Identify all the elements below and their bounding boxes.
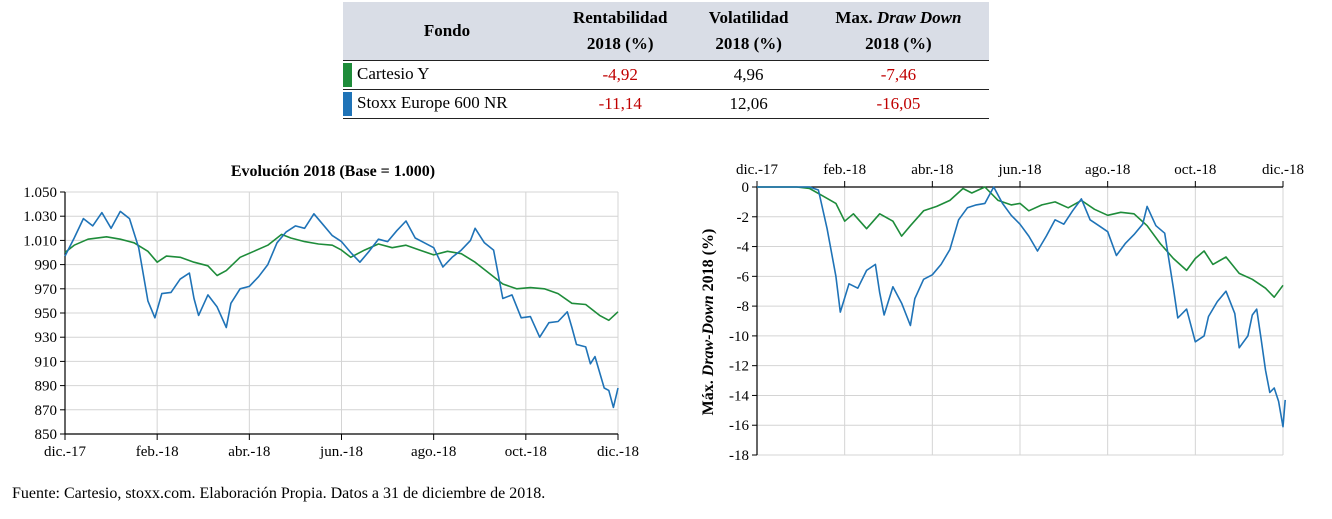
header-drawdown-line1: Max. Draw Down bbox=[812, 5, 985, 31]
header-volatility: Volatilidad 2018 (%) bbox=[689, 2, 808, 61]
header-drawdown-prefix: Max. bbox=[835, 8, 877, 27]
fund-cell: Stoxx Europe 600 NR bbox=[343, 89, 551, 119]
fund-cell: Cartesio Y bbox=[343, 60, 551, 90]
evolution-chart: 850 870 890 910 930 950 970 990 1.010 1.030 1.050 d… bbox=[23, 163, 639, 460]
x-tick-label: dic.-18 bbox=[1262, 162, 1304, 178]
header-drawdown: Max. Draw Down 2018 (%) bbox=[807, 2, 989, 61]
header-return-line1: Rentabilidad bbox=[572, 8, 668, 27]
table-header-row: Fondo Rentabilidad 2018 (%) Volatilidad … bbox=[343, 2, 989, 61]
x-tick-label: dic.-17 bbox=[736, 162, 779, 178]
x-tick-label: feb.-18 bbox=[136, 444, 179, 460]
fund-name: Cartesio Y bbox=[357, 63, 430, 83]
y-axis-label-italic: Draw-Down bbox=[700, 295, 717, 377]
y-tick-label: 910 bbox=[35, 354, 58, 370]
y-tick-label: -6 bbox=[737, 269, 750, 285]
legend-swatch-stoxx bbox=[343, 92, 352, 116]
header-fund: Fondo bbox=[343, 2, 551, 61]
y-tick-label: -8 bbox=[737, 299, 750, 315]
y-tick-label: 890 bbox=[35, 379, 58, 395]
y-tick-label: -2 bbox=[737, 210, 750, 226]
y-tick-label: 930 bbox=[35, 330, 58, 346]
y-axis-label-part: Máx. bbox=[700, 376, 717, 415]
fund-name: Stoxx Europe 600 NR bbox=[357, 92, 508, 112]
series-line bbox=[64, 233, 619, 322]
y-tick-label: 870 bbox=[35, 403, 58, 419]
y-tick-label: 950 bbox=[35, 306, 58, 322]
y-tick-label: -14 bbox=[729, 388, 749, 404]
header-drawdown-italic: Draw Down bbox=[876, 8, 962, 27]
header-return: Rentabilidad 2018 (%) bbox=[551, 2, 690, 61]
y-tick-label: -16 bbox=[729, 418, 749, 434]
return-cell: -4,92 bbox=[551, 60, 690, 90]
header-return-line2: 2018 (%) bbox=[586, 34, 654, 53]
header-volatility-line2: 2018 (%) bbox=[715, 34, 782, 53]
drawdown-cell: -16,05 bbox=[807, 89, 989, 119]
x-tick-label: abr.-18 bbox=[228, 444, 270, 460]
x-tick-label: oct.-18 bbox=[1174, 162, 1216, 178]
y-axis-label: Máx. Draw-Down 2018 (%) bbox=[700, 229, 717, 416]
drawdown-cell: -7,46 bbox=[807, 60, 989, 90]
x-tick-label: dic.-18 bbox=[597, 444, 639, 460]
chart-title: Evolución 2018 (Base = 1.000) bbox=[231, 163, 435, 180]
return-cell: -11,14 bbox=[551, 89, 690, 119]
y-tick-label: -4 bbox=[737, 240, 750, 256]
legend-swatch-cartesio bbox=[343, 63, 352, 87]
y-tick-label: 990 bbox=[35, 258, 58, 274]
source-note: Fuente: Cartesio, stoxx.com. Elaboración… bbox=[12, 485, 546, 502]
table-row: Stoxx Europe 600 NR -11,14 12,06 -16,05 bbox=[343, 89, 989, 119]
y-tick-label: 1.030 bbox=[23, 209, 57, 225]
y-tick-label: 0 bbox=[742, 180, 750, 196]
x-tick-label: ago.-18 bbox=[1085, 162, 1130, 178]
x-tick-label: jun.-18 bbox=[998, 162, 1042, 178]
y-tick-label: 970 bbox=[35, 282, 58, 298]
summary-table: Fondo Rentabilidad 2018 (%) Volatilidad … bbox=[343, 2, 989, 119]
x-tick-label: abr.-18 bbox=[911, 162, 953, 178]
y-tick-label: 850 bbox=[35, 427, 58, 443]
header-drawdown-line2: 2018 (%) bbox=[865, 34, 932, 53]
drawdown-chart: 0 -2 -4 -6 -8 -10 -12 -14 -16 -18 dic.-17 feb.-18 ab… bbox=[700, 162, 1304, 464]
volatility-cell: 4,96 bbox=[689, 60, 808, 90]
series-line bbox=[757, 186, 1284, 298]
y-tick-label: -12 bbox=[729, 359, 749, 375]
y-tick-label: 1.010 bbox=[23, 233, 57, 249]
series-line bbox=[64, 210, 619, 409]
table-row: Cartesio Y -4,92 4,96 -7,46 bbox=[343, 60, 989, 90]
series-line bbox=[757, 186, 1286, 428]
header-volatility-line1: Volatilidad bbox=[708, 8, 789, 27]
volatility-cell: 12,06 bbox=[689, 89, 808, 119]
x-tick-label: dic.-17 bbox=[44, 444, 87, 460]
x-tick-label: feb.-18 bbox=[823, 162, 866, 178]
y-tick-label: -10 bbox=[729, 329, 749, 345]
y-tick-label: 1.050 bbox=[23, 185, 57, 201]
x-tick-label: ago.-18 bbox=[411, 444, 456, 460]
x-tick-label: jun.-18 bbox=[319, 444, 363, 460]
y-axis-label-part: 2018 (%) bbox=[700, 229, 717, 296]
y-tick-label: -18 bbox=[729, 448, 749, 464]
x-tick-label: oct.-18 bbox=[505, 444, 547, 460]
